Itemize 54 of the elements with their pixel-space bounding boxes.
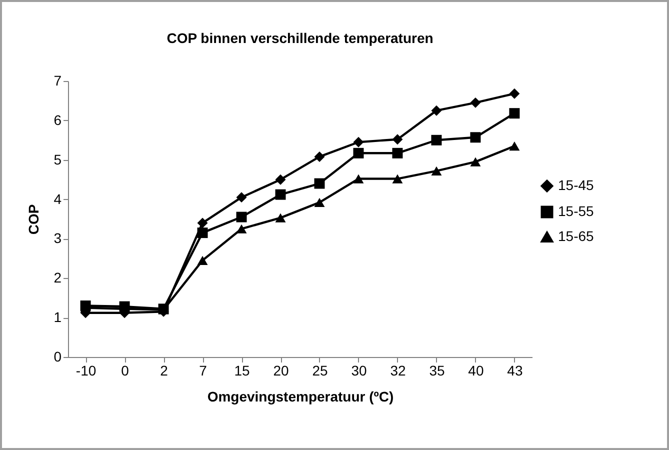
x-tick-label: 20 [273, 362, 289, 378]
point [509, 108, 520, 119]
x-tick-label: 2 [160, 362, 168, 378]
y-tick-label: 2 [54, 270, 62, 286]
x-tick-label: 15 [234, 362, 250, 378]
point [236, 192, 247, 203]
y-tick-label: 6 [54, 112, 62, 128]
point [197, 256, 208, 265]
point [80, 300, 91, 311]
legend-label: 15-55 [558, 203, 594, 219]
x-tick-label: 30 [351, 362, 367, 378]
legend-label: 15-45 [558, 177, 594, 193]
point [392, 174, 403, 184]
point [509, 88, 520, 99]
legend-label: 15-65 [558, 228, 594, 244]
point [314, 151, 325, 162]
x-axis-title: Omgevingstemperatuur (ºC) [207, 388, 394, 404]
point [275, 189, 286, 200]
y-tick-label: 5 [54, 151, 62, 168]
point [392, 148, 403, 158]
y-tick-label: 7 [54, 72, 62, 88]
point [314, 198, 325, 207]
y-axis-title: COP [26, 204, 42, 235]
point [431, 134, 442, 146]
point [314, 178, 325, 189]
x-tick-label: 0 [121, 362, 130, 378]
point [392, 134, 403, 145]
y-tick-label: 0 [54, 348, 62, 364]
point [353, 148, 364, 158]
x-tick-label: 40 [468, 362, 484, 378]
y-tick-label: 3 [54, 230, 62, 246]
x-tick-label: 7 [199, 362, 208, 378]
chart-title: COP binnen verschillende temperaturen [166, 30, 434, 46]
x-tick-label: -10 [76, 362, 96, 378]
point [431, 105, 442, 116]
point [470, 132, 481, 143]
x-tick-label: 25 [312, 362, 328, 378]
x-tick-label: 32 [390, 362, 406, 378]
point [353, 174, 364, 184]
point [431, 166, 442, 176]
x-tick-label: 35 [429, 362, 445, 378]
point [197, 218, 208, 228]
point [275, 174, 286, 185]
y-tick-label: 1 [54, 309, 62, 326]
point [470, 157, 481, 166]
point [236, 224, 247, 234]
point [236, 212, 247, 222]
x-tick-label: 43 [507, 362, 523, 378]
point [197, 228, 208, 238]
point [470, 97, 481, 108]
point [509, 142, 520, 151]
point [353, 136, 364, 148]
point [275, 213, 286, 222]
y-tick-label: 4 [54, 190, 62, 207]
